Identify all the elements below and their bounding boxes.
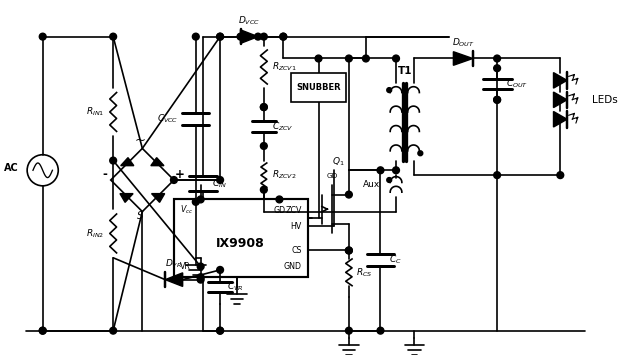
Text: $V_{cc}$: $V_{cc}$ xyxy=(180,204,193,216)
Circle shape xyxy=(494,55,500,62)
Text: $D_{VR}$: $D_{VR}$ xyxy=(166,257,182,270)
Text: GD: GD xyxy=(273,206,286,215)
Circle shape xyxy=(345,247,352,254)
Polygon shape xyxy=(554,73,567,88)
Circle shape xyxy=(345,327,352,334)
Text: $R_{IN1}$: $R_{IN1}$ xyxy=(86,106,104,118)
Text: $C_C$: $C_C$ xyxy=(389,254,402,266)
Circle shape xyxy=(494,96,500,103)
Circle shape xyxy=(280,33,286,40)
Circle shape xyxy=(197,274,204,280)
Text: CS: CS xyxy=(291,246,302,255)
Text: AC: AC xyxy=(4,163,19,173)
Circle shape xyxy=(315,55,322,62)
Text: $R_{IN2}$: $R_{IN2}$ xyxy=(86,227,104,240)
Bar xyxy=(174,199,308,277)
Text: +: + xyxy=(175,167,185,181)
Circle shape xyxy=(345,247,352,254)
Text: $D_{OUT}$: $D_{OUT}$ xyxy=(452,36,474,49)
Circle shape xyxy=(110,327,117,334)
Text: $Q_1$: $Q_1$ xyxy=(332,156,345,168)
Polygon shape xyxy=(453,52,473,65)
Polygon shape xyxy=(120,194,133,202)
Bar xyxy=(291,73,347,102)
Circle shape xyxy=(216,327,223,334)
Circle shape xyxy=(39,327,46,334)
Circle shape xyxy=(392,55,399,62)
Circle shape xyxy=(216,327,223,334)
Circle shape xyxy=(557,172,564,179)
Polygon shape xyxy=(241,30,258,44)
Circle shape xyxy=(170,177,177,183)
Circle shape xyxy=(276,196,283,203)
Polygon shape xyxy=(554,92,567,108)
Circle shape xyxy=(216,33,223,40)
Circle shape xyxy=(494,172,500,179)
Circle shape xyxy=(216,177,223,183)
Circle shape xyxy=(260,33,267,40)
Text: T1: T1 xyxy=(397,66,412,76)
Text: $R_{ZCV2}$: $R_{ZCV2}$ xyxy=(272,169,297,181)
Circle shape xyxy=(392,167,399,174)
Circle shape xyxy=(216,266,223,273)
Text: VR: VR xyxy=(180,262,190,271)
Circle shape xyxy=(110,157,117,164)
Text: GND: GND xyxy=(284,262,302,271)
Text: IX9908: IX9908 xyxy=(216,237,265,250)
Polygon shape xyxy=(165,273,183,287)
Polygon shape xyxy=(151,194,165,202)
Text: LEDs: LEDs xyxy=(592,95,618,105)
Text: $C_{ZCV}$: $C_{ZCV}$ xyxy=(272,120,294,133)
Text: ZCV: ZCV xyxy=(285,206,302,215)
Text: SNUBBER: SNUBBER xyxy=(296,83,341,92)
Text: S: S xyxy=(136,211,143,221)
Circle shape xyxy=(418,151,423,156)
Text: -: - xyxy=(102,167,107,181)
Circle shape xyxy=(260,104,267,111)
Text: $R_{ZCV1}$: $R_{ZCV1}$ xyxy=(272,61,297,73)
Circle shape xyxy=(110,33,117,40)
Text: $C_{VR}$: $C_{VR}$ xyxy=(228,281,244,293)
Circle shape xyxy=(387,87,392,93)
Circle shape xyxy=(377,167,384,174)
Circle shape xyxy=(260,143,267,149)
Circle shape xyxy=(494,65,500,72)
Circle shape xyxy=(345,191,352,198)
Circle shape xyxy=(192,198,199,205)
Circle shape xyxy=(237,33,244,40)
Circle shape xyxy=(197,263,204,270)
Circle shape xyxy=(260,104,267,111)
Circle shape xyxy=(216,33,223,40)
Polygon shape xyxy=(121,158,134,166)
Text: ~: ~ xyxy=(135,134,146,147)
Circle shape xyxy=(192,33,199,40)
Text: Aux: Aux xyxy=(363,180,381,189)
Text: $D_{VCC}$: $D_{VCC}$ xyxy=(238,14,260,27)
Circle shape xyxy=(387,177,392,183)
Text: HV: HV xyxy=(291,222,302,231)
Circle shape xyxy=(39,33,46,40)
Circle shape xyxy=(280,33,286,40)
Circle shape xyxy=(197,276,204,283)
Circle shape xyxy=(494,96,500,103)
Text: $C_{IN}$: $C_{IN}$ xyxy=(212,177,226,190)
Polygon shape xyxy=(151,158,164,166)
Text: GD: GD xyxy=(326,172,337,179)
Circle shape xyxy=(363,55,370,62)
Circle shape xyxy=(377,327,384,334)
Text: $C_{OUT}$: $C_{OUT}$ xyxy=(506,78,528,90)
Circle shape xyxy=(255,33,262,40)
Circle shape xyxy=(345,55,352,62)
Text: $R_{CS}$: $R_{CS}$ xyxy=(356,266,373,279)
Circle shape xyxy=(39,327,46,334)
Polygon shape xyxy=(554,112,567,127)
Circle shape xyxy=(197,196,204,203)
Text: $C_{VCC}$: $C_{VCC}$ xyxy=(157,113,179,126)
Circle shape xyxy=(260,186,267,193)
